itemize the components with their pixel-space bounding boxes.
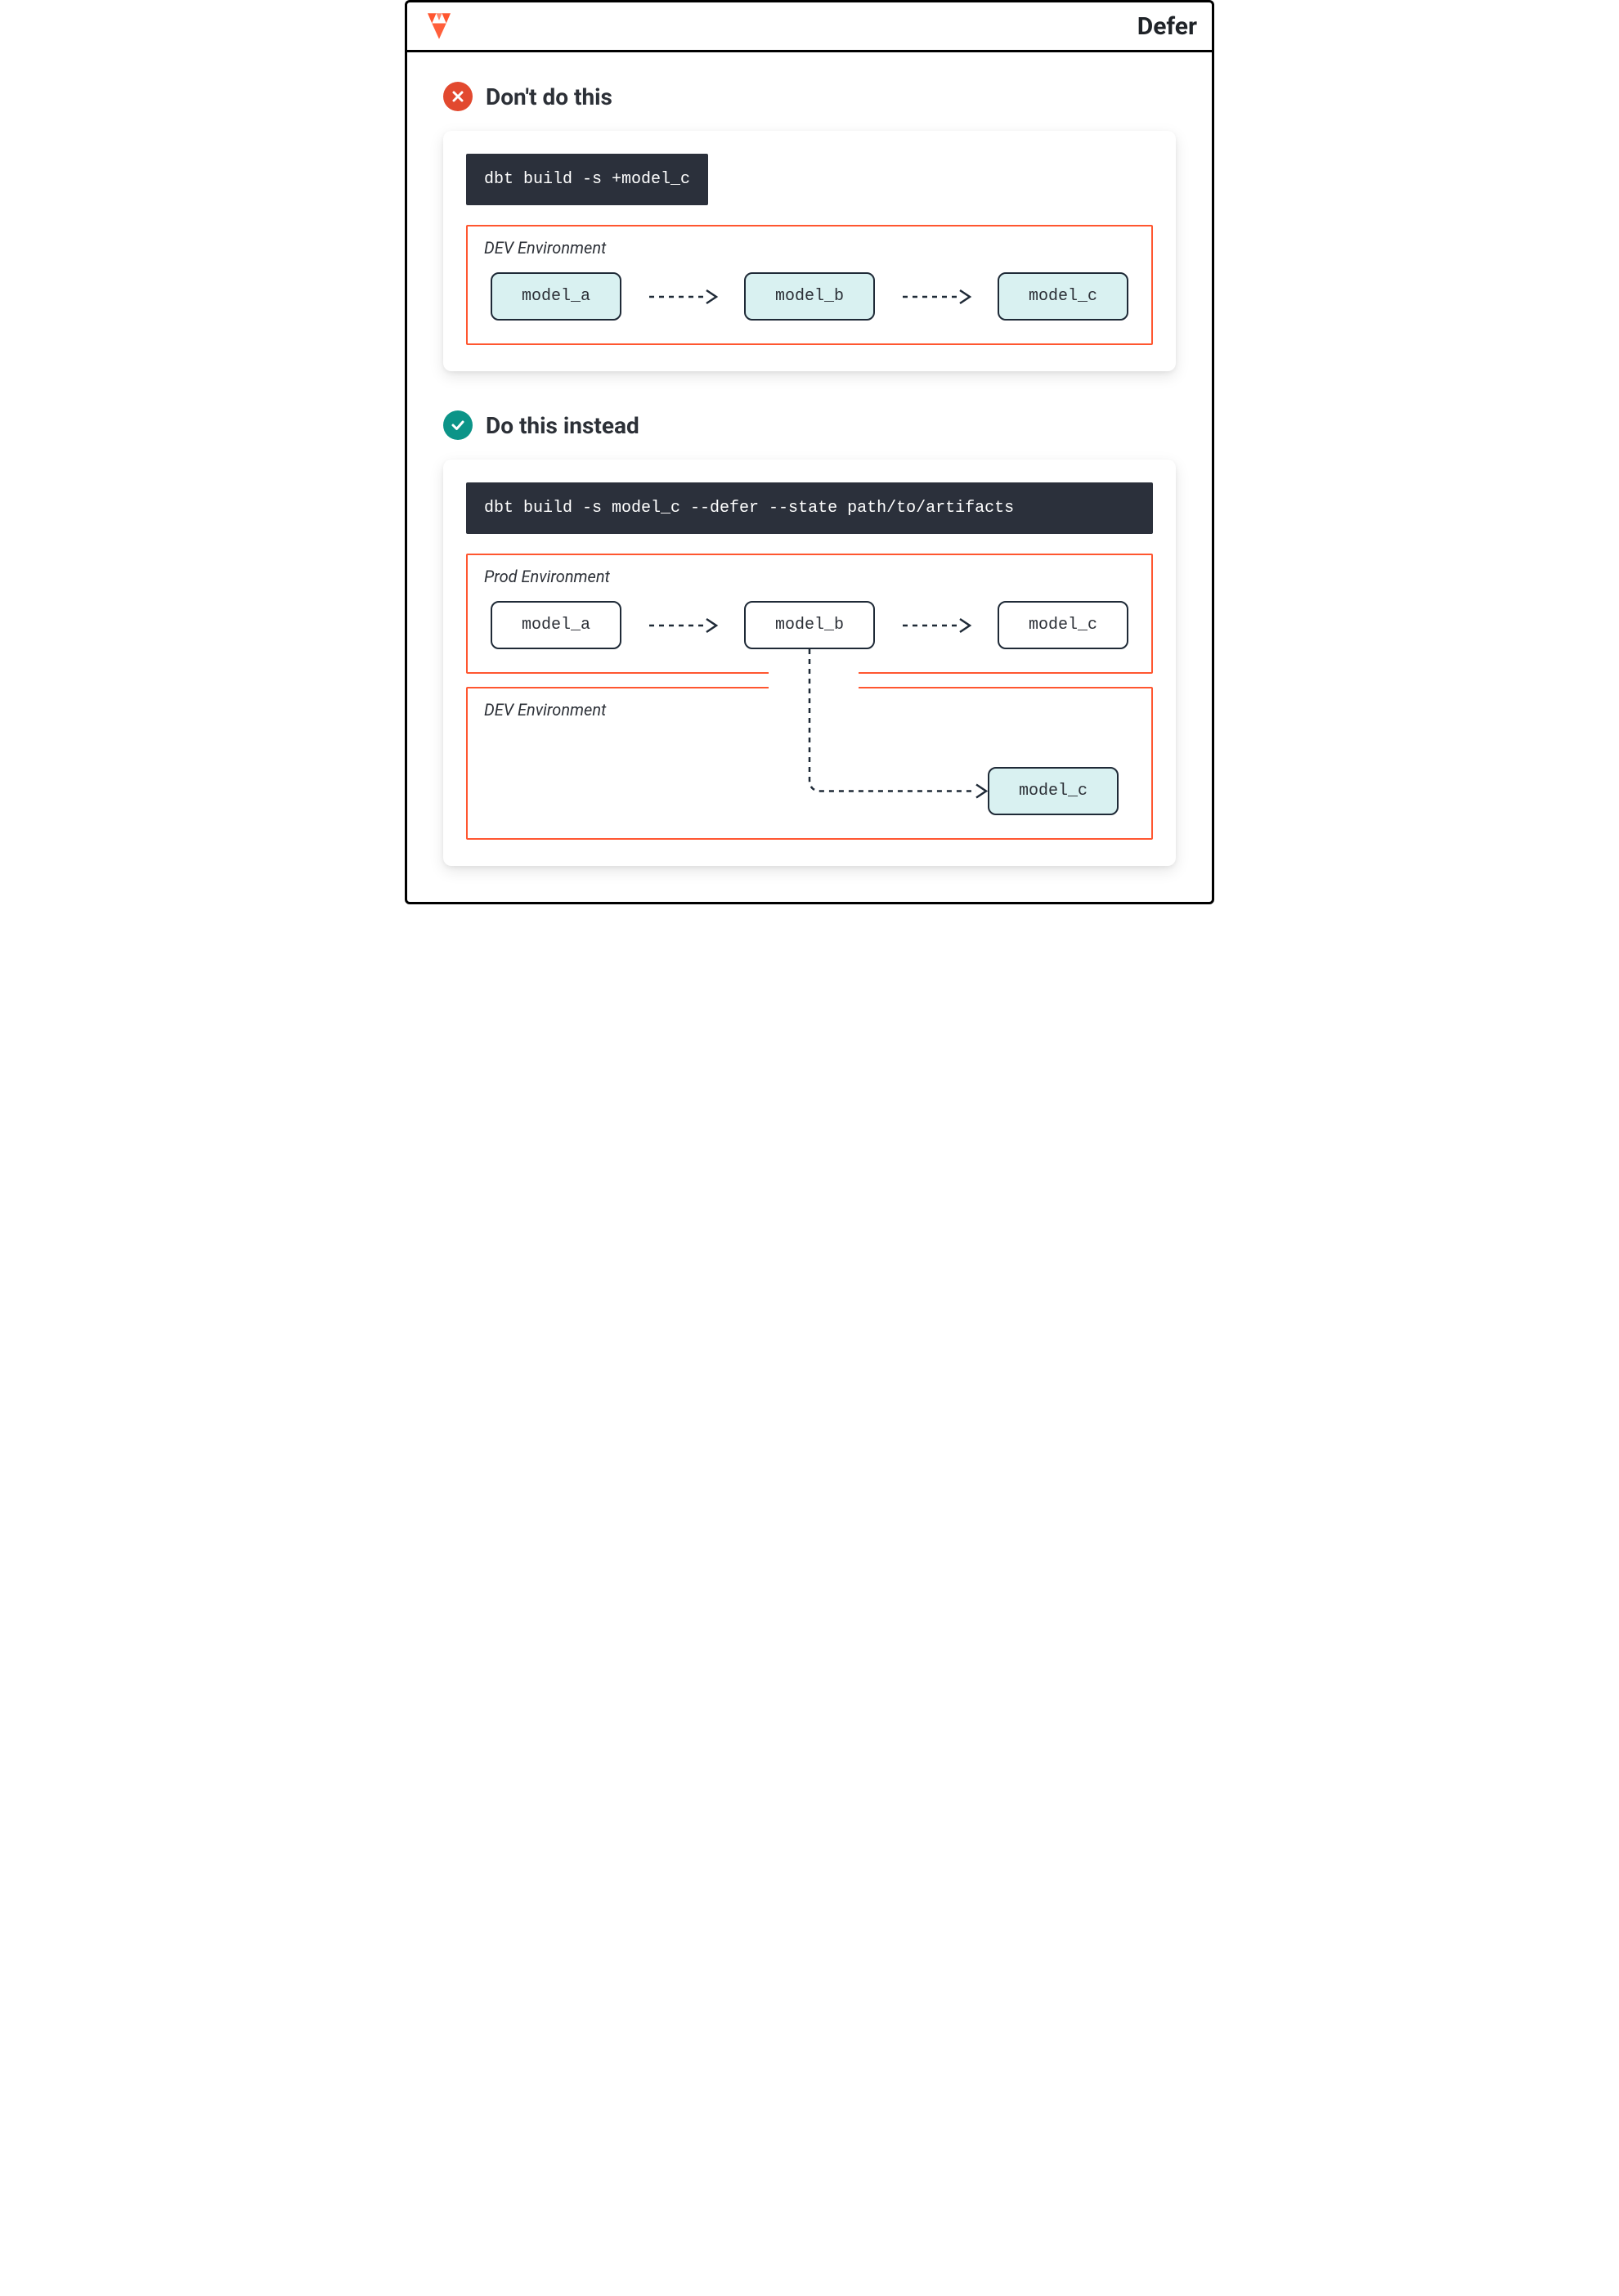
logo-icon — [422, 9, 456, 43]
model-node-a: model_a — [491, 272, 621, 321]
dont-card: dbt build -s +model_c DEV Environment mo… — [443, 131, 1176, 371]
defer-arrow-icon — [806, 649, 991, 801]
env-label: Prod Environment — [484, 567, 1135, 586]
x-circle-icon — [443, 82, 473, 111]
check-circle-icon — [443, 410, 473, 440]
do-prod-flow-row: model_a model_b — [484, 601, 1135, 649]
model-node-c: model_c — [988, 767, 1119, 815]
model-node-b: model_b — [744, 272, 875, 321]
arrow-icon — [875, 287, 998, 307]
env-label: DEV Environment — [484, 238, 1135, 258]
dont-flow-row: model_a model_b model_c — [484, 272, 1135, 321]
dont-title: Don't do this — [486, 83, 612, 110]
model-node-a: model_a — [491, 601, 621, 649]
arrow-icon — [621, 287, 744, 307]
page-title: Defer — [1137, 12, 1197, 41]
model-node-c: model_c — [998, 601, 1128, 649]
arrow-icon — [875, 616, 998, 635]
do-code-block: dbt build -s model_c --defer --state pat… — [466, 482, 1153, 534]
model-node-c: model_c — [998, 272, 1128, 321]
arrow-icon — [621, 616, 744, 635]
do-env-stack: Prod Environment model_a model_b — [466, 554, 1153, 840]
do-header: Do this instead — [443, 410, 1176, 440]
titlebar: Defer — [407, 2, 1212, 52]
dont-dev-env: DEV Environment model_a model_b — [466, 225, 1153, 345]
do-title: Do this instead — [486, 412, 639, 439]
dont-code-block: dbt build -s +model_c — [466, 154, 708, 205]
dont-header: Don't do this — [443, 82, 1176, 111]
model-node-b: model_b — [744, 601, 875, 649]
document-frame: Defer Don't do this dbt build -s +model_… — [405, 0, 1214, 904]
do-card: dbt build -s model_c --defer --state pat… — [443, 460, 1176, 866]
content-area: Don't do this dbt build -s +model_c DEV … — [407, 52, 1212, 902]
